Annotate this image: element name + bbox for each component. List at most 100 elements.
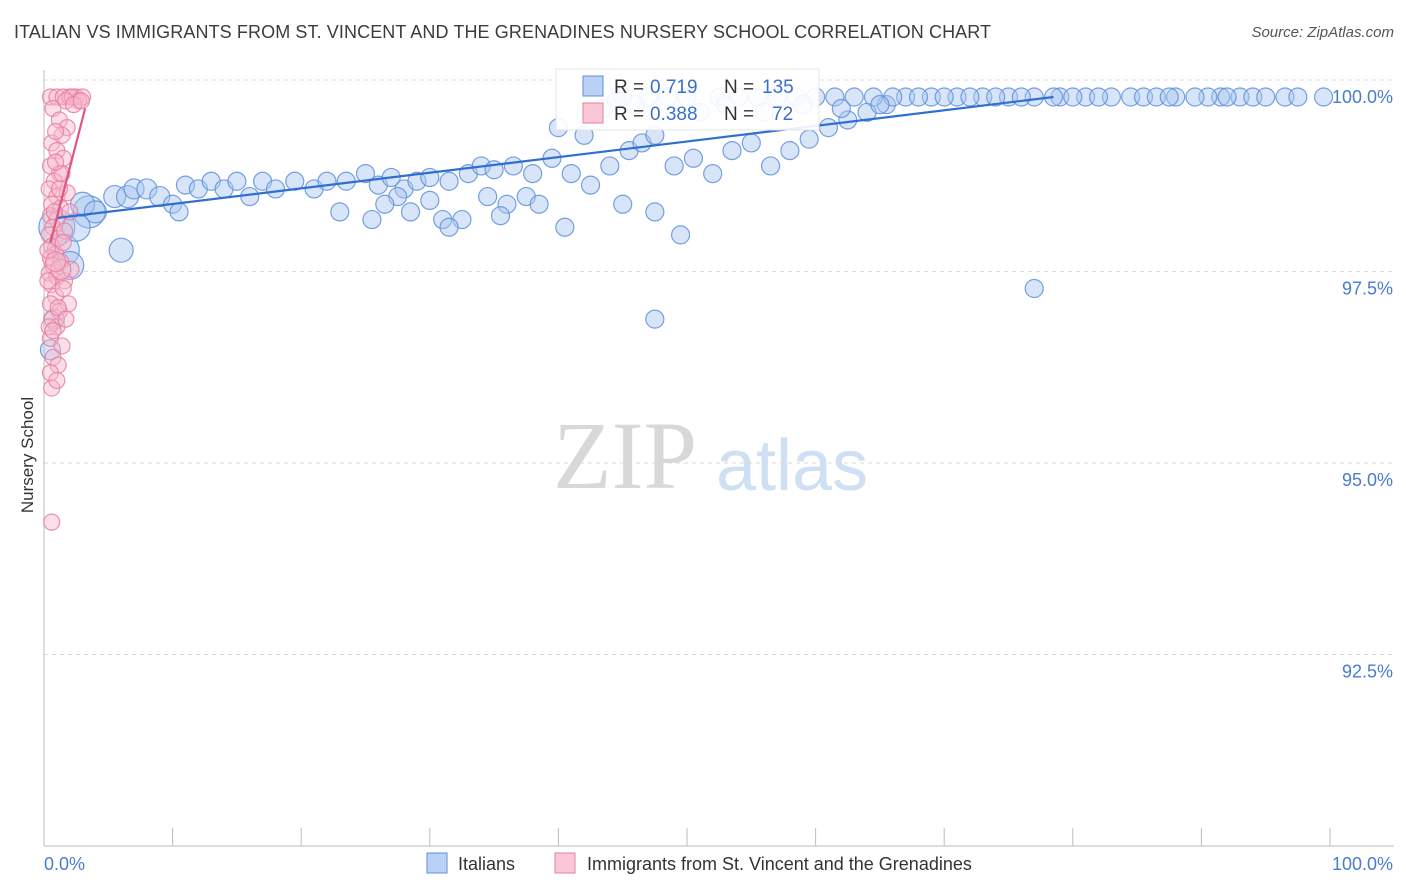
immigrants-point: [46, 153, 65, 171]
italians-point: [375, 194, 395, 214]
italians-point: [108, 237, 134, 263]
italians-point: [497, 194, 517, 214]
italians-point: [1217, 87, 1237, 107]
x-tick-labels: 0.0% 100.0%: [44, 854, 1393, 874]
italians-point: [103, 184, 127, 209]
y-tick-label: 95.0%: [1342, 470, 1393, 490]
immigrants-point: [53, 337, 71, 355]
italians-point: [1159, 87, 1179, 107]
italians-point: [1024, 278, 1044, 299]
italians-point: [420, 190, 440, 211]
italians-point: [227, 171, 247, 191]
y-tick-labels: 100.0% 97.5% 95.0% 92.5%: [1332, 87, 1393, 682]
stats-r-label-italians: R =: [614, 77, 644, 98]
italians-point: [1063, 87, 1083, 107]
immigrants-point: [64, 96, 83, 114]
stats-swatch-immigrants: [582, 102, 604, 124]
immigrants-trend-line: [49, 108, 87, 243]
chart-title: ITALIAN VS IMMIGRANTS FROM ST. VINCENT A…: [14, 22, 992, 42]
italians-point: [478, 186, 498, 207]
italians-point: [960, 87, 980, 107]
stats-r-value-immigrants: 0.388: [650, 104, 698, 125]
italians-point: [825, 87, 845, 107]
legend-swatch-immigrants: [554, 852, 576, 874]
italians-point: [722, 141, 742, 161]
italians-point: [330, 202, 350, 222]
svg-immigrants-points: [39, 88, 92, 531]
italians-point: [741, 133, 761, 153]
italians-point: [1288, 87, 1308, 107]
italians-point: [580, 175, 601, 195]
italians-point: [870, 95, 890, 115]
italians-point: [670, 225, 691, 245]
italians-point: [355, 164, 376, 184]
immigrants-point: [44, 251, 67, 273]
italians-point: [703, 164, 723, 184]
source-credit: Source: ZipAtlas.com: [1251, 24, 1394, 41]
italians-point: [1088, 87, 1109, 107]
italians-point: [818, 118, 839, 138]
italians-point: [1166, 87, 1186, 107]
immigrants-point: [39, 241, 57, 259]
trend-lines: [49, 95, 1054, 243]
immigrants-point: [46, 122, 65, 141]
stats-n-value-immigrants: 72: [772, 104, 793, 125]
stats-box: R = 0.719 N = 135 R = 0.388 N = 72: [555, 68, 820, 131]
italians-point: [490, 206, 511, 226]
italians-point: [683, 148, 704, 168]
y-tick-label: 97.5%: [1342, 279, 1393, 299]
italians-point: [123, 178, 145, 200]
italians-point: [934, 87, 954, 107]
stats-n-label-immigrants: N =: [724, 104, 754, 125]
italians-point: [844, 87, 864, 107]
axes: [43, 70, 1394, 847]
italians-point: [503, 156, 523, 176]
immigrants-point: [43, 513, 61, 531]
italians-point: [760, 156, 781, 176]
italians-point: [1185, 87, 1205, 107]
italians-point: [1313, 87, 1334, 107]
italians-point: [400, 202, 421, 222]
italians-point: [439, 217, 459, 237]
italians-point: [986, 87, 1006, 107]
italians-point: [561, 164, 581, 184]
x-tick-label: 100.0%: [1332, 854, 1393, 874]
watermark-zip: ZIP: [553, 402, 697, 509]
stats-n-label-italians: N =: [724, 77, 754, 98]
legend-label-immigrants: Immigrants from St. Vincent and the Gren…: [587, 854, 972, 874]
legend-label-italians: Italians: [458, 854, 515, 874]
stats-r-value-italians: 0.719: [650, 77, 698, 98]
italians-point: [780, 141, 800, 161]
italians-point: [169, 202, 189, 222]
italians-point: [240, 186, 260, 207]
italians-point: [136, 178, 158, 200]
italians-point: [799, 129, 819, 149]
y-tick-label: 100.0%: [1332, 87, 1393, 107]
immigrants-point: [54, 233, 72, 252]
immigrants-point: [48, 371, 66, 390]
italians-point: [175, 175, 196, 195]
italians-point: [613, 194, 633, 214]
italians-point: [317, 171, 337, 191]
stats-r-label-immigrants: R =: [614, 104, 644, 125]
grid-lines: [44, 79, 1394, 655]
italians-point: [439, 171, 459, 191]
stats-n-value-italians: 135: [762, 77, 794, 98]
italians-point: [863, 87, 884, 107]
italians-point: [265, 179, 286, 199]
italians-point: [1256, 87, 1276, 107]
y-tick-label: 92.5%: [1342, 662, 1393, 682]
x-tick-label: 0.0%: [44, 854, 85, 874]
legend: Italians Immigrants from St. Vincent and…: [426, 852, 972, 874]
italians-point: [908, 87, 929, 107]
italians-point: [1011, 87, 1031, 107]
italians-point: [645, 309, 665, 329]
italians-point: [407, 171, 427, 191]
stats-swatch-italians: [582, 75, 604, 97]
immigrants-point: [39, 272, 57, 290]
italians-point: [433, 209, 453, 230]
italians-point: [645, 202, 665, 222]
immigrants-point: [54, 279, 72, 298]
watermark: ZIP atlas: [553, 402, 868, 509]
